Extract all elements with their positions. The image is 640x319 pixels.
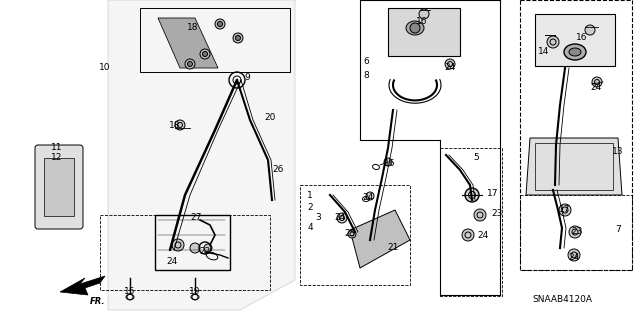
Polygon shape <box>526 138 622 195</box>
Bar <box>155 215 230 270</box>
Circle shape <box>172 239 184 251</box>
Circle shape <box>202 51 207 56</box>
FancyBboxPatch shape <box>35 145 83 229</box>
Circle shape <box>200 49 210 59</box>
Text: 27: 27 <box>190 213 202 222</box>
Polygon shape <box>108 0 295 310</box>
Circle shape <box>188 62 193 66</box>
Text: 23: 23 <box>492 210 502 219</box>
Text: 17: 17 <box>487 189 499 198</box>
Text: 6: 6 <box>363 57 369 66</box>
Text: 24: 24 <box>166 257 178 266</box>
Text: 21: 21 <box>387 243 399 253</box>
Circle shape <box>569 226 581 238</box>
Circle shape <box>465 188 479 202</box>
Circle shape <box>568 249 580 261</box>
Circle shape <box>204 244 212 252</box>
Text: 8: 8 <box>363 71 369 80</box>
Bar <box>440 148 502 296</box>
Text: 24: 24 <box>568 254 580 263</box>
Text: SNAAB4120A: SNAAB4120A <box>532 295 592 305</box>
Circle shape <box>233 33 243 43</box>
Text: 22: 22 <box>200 248 211 256</box>
Text: 24: 24 <box>590 84 602 93</box>
Circle shape <box>218 21 223 26</box>
Bar <box>535 14 615 66</box>
Circle shape <box>592 77 602 87</box>
Circle shape <box>190 243 200 253</box>
Text: 24: 24 <box>334 213 346 222</box>
Text: 7: 7 <box>615 226 621 234</box>
Bar <box>520 195 632 270</box>
Circle shape <box>348 230 356 238</box>
Circle shape <box>559 204 571 216</box>
Text: 24: 24 <box>444 63 456 72</box>
Text: FR.: FR. <box>90 298 106 307</box>
Circle shape <box>366 192 374 200</box>
Text: 20: 20 <box>264 114 276 122</box>
Text: 16: 16 <box>576 33 588 42</box>
Circle shape <box>462 229 474 241</box>
Circle shape <box>547 36 559 48</box>
Text: 18: 18 <box>188 24 199 33</box>
Circle shape <box>585 25 595 35</box>
Text: 2: 2 <box>307 204 313 212</box>
Circle shape <box>445 59 455 69</box>
Text: 4: 4 <box>307 224 313 233</box>
Polygon shape <box>158 18 218 68</box>
Polygon shape <box>350 210 410 268</box>
Text: 13: 13 <box>612 147 624 157</box>
Circle shape <box>215 19 225 29</box>
Polygon shape <box>60 276 105 295</box>
Text: 5: 5 <box>473 153 479 162</box>
Text: 25: 25 <box>344 229 356 239</box>
Bar <box>535 143 613 190</box>
Text: 11: 11 <box>51 144 63 152</box>
Text: 26: 26 <box>272 166 284 174</box>
Text: 3: 3 <box>315 213 321 222</box>
Circle shape <box>185 59 195 69</box>
Ellipse shape <box>406 21 424 35</box>
Text: 24: 24 <box>477 232 488 241</box>
Bar <box>520 0 632 270</box>
Text: 17: 17 <box>559 205 571 214</box>
Text: 16: 16 <box>384 160 396 168</box>
Text: 23: 23 <box>572 227 582 236</box>
Text: 16: 16 <box>416 18 428 26</box>
Text: 10: 10 <box>99 63 111 72</box>
Bar <box>100 215 270 290</box>
Circle shape <box>419 9 429 19</box>
Bar <box>44 158 74 216</box>
Bar <box>300 185 410 285</box>
Text: 12: 12 <box>51 153 63 162</box>
Text: 14: 14 <box>538 48 550 56</box>
Circle shape <box>474 209 486 221</box>
Ellipse shape <box>564 44 586 60</box>
Bar <box>388 8 460 56</box>
Circle shape <box>236 35 241 41</box>
Circle shape <box>337 213 347 223</box>
Circle shape <box>384 158 392 166</box>
Text: 1: 1 <box>307 191 313 201</box>
Text: 18: 18 <box>169 122 180 130</box>
Text: 24: 24 <box>362 194 374 203</box>
Ellipse shape <box>569 48 581 56</box>
Circle shape <box>410 23 420 33</box>
Text: 9: 9 <box>244 73 250 83</box>
Circle shape <box>175 120 185 130</box>
Text: 15: 15 <box>124 287 136 296</box>
Text: 19: 19 <box>189 287 201 296</box>
